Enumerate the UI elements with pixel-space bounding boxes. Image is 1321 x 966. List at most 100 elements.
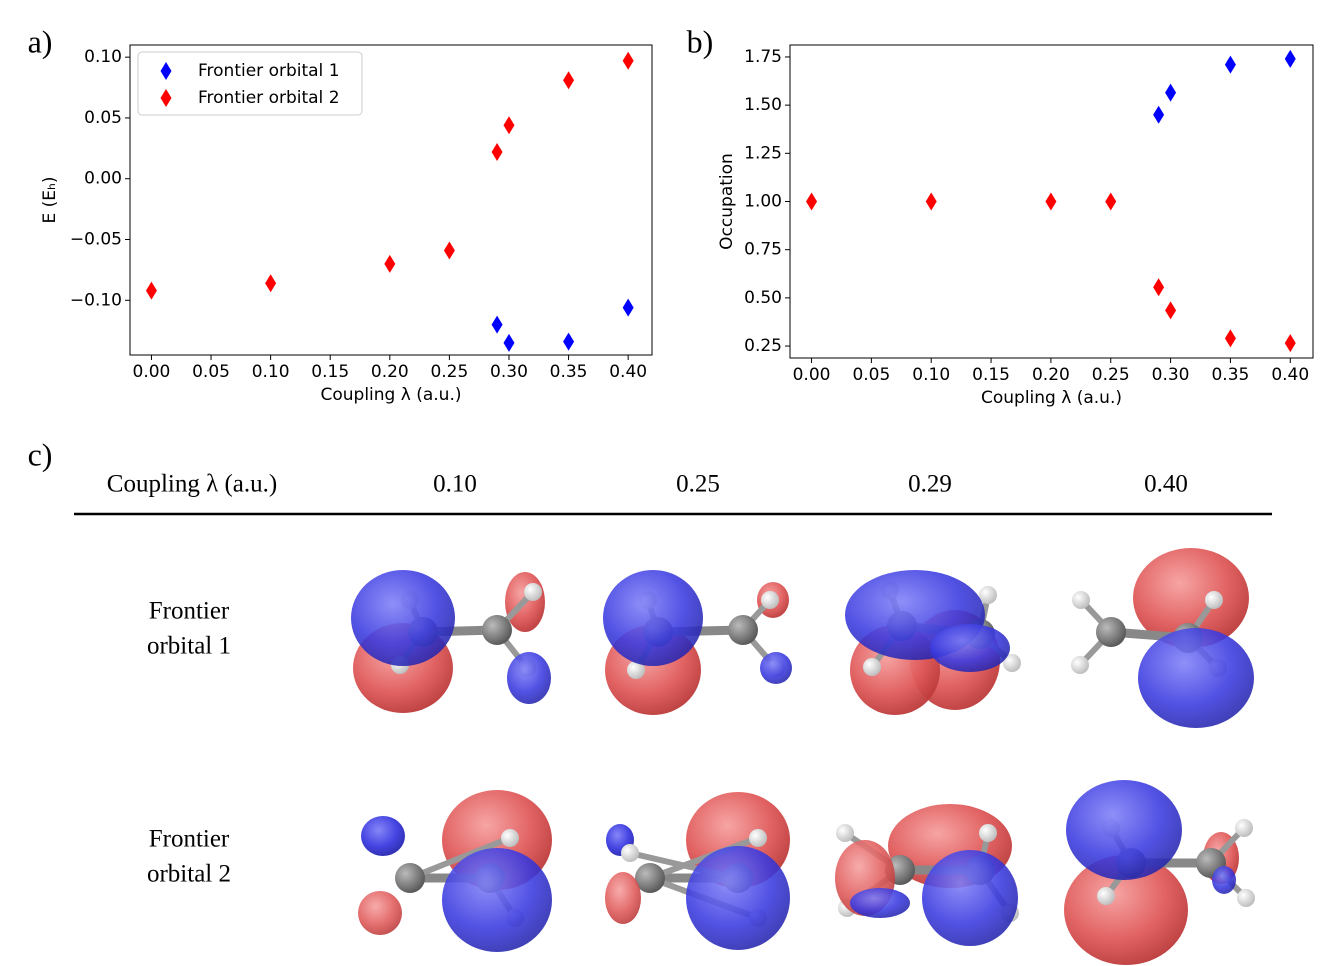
- y-tick-label: 0.25: [744, 336, 782, 356]
- y-tick-label: 1.25: [744, 143, 782, 163]
- marker: [503, 116, 515, 135]
- orbital-lobe: [605, 872, 641, 924]
- hydrogen-atom: [1097, 887, 1115, 905]
- hydrogen-atom: [863, 658, 881, 676]
- hydrogen-atom: [1235, 819, 1253, 837]
- marker: [1153, 278, 1165, 297]
- y-tick-label: 0.50: [744, 288, 782, 308]
- chart: 0.00 0.05 0.10 0.15 0.20 0.25 0.30 0.35 0.40 0.25…: [687, 23, 1314, 408]
- hydrogen-atom: [1003, 654, 1021, 672]
- y-tick-label: 0.10: [84, 47, 122, 67]
- hydrogen-atom: [627, 661, 645, 679]
- y-tick-label: 0.00: [84, 169, 122, 189]
- hydrogen-atom: [979, 586, 997, 604]
- hydrogen-atom: [836, 824, 854, 842]
- x-tick-label: 0.20: [371, 362, 409, 382]
- marker: [1153, 105, 1165, 124]
- column-label: 0.29: [908, 471, 952, 498]
- marker: [384, 254, 396, 273]
- hydrogen-atom: [621, 844, 639, 862]
- marker: [443, 241, 455, 260]
- x-tick-label: 0.20: [1032, 365, 1070, 385]
- marker: [1105, 192, 1117, 211]
- x-tick-label: 0.30: [1152, 365, 1190, 385]
- x-axis-label: Coupling λ (a.u.): [321, 385, 462, 405]
- y-tick-label: 1.75: [744, 47, 782, 67]
- marker: [622, 51, 634, 70]
- marker: [1045, 192, 1057, 211]
- orbital-lobe: [442, 848, 552, 952]
- orbital-lobe: [1133, 548, 1249, 648]
- hydrogen-atom: [749, 829, 767, 847]
- x-tick-label: 0.15: [311, 362, 349, 382]
- x-tick-label: 0.10: [912, 365, 950, 385]
- orbital-lobe: [930, 624, 1010, 672]
- marker: [563, 71, 575, 90]
- marker: [1165, 83, 1177, 102]
- legend-label: Frontier orbital 2: [198, 88, 340, 108]
- marker: [503, 333, 515, 352]
- x-tick-label: 0.10: [252, 362, 290, 382]
- marker: [622, 298, 634, 317]
- carbon-atom: [1096, 617, 1126, 647]
- marker: [563, 332, 575, 351]
- bond: [408, 835, 512, 881]
- marker: [1224, 55, 1236, 74]
- orbital-lobe: [351, 570, 455, 666]
- hydrogen-atom: [1205, 591, 1223, 609]
- x-tick-label: 0.35: [1211, 365, 1249, 385]
- marker: [806, 192, 818, 211]
- marker: [491, 315, 503, 334]
- x-tick-label: 0.00: [133, 362, 171, 382]
- marker: [1165, 301, 1177, 320]
- orbital-lobe: [1212, 866, 1236, 894]
- panel-label: c): [28, 436, 53, 472]
- x-tick-label: 0.05: [192, 362, 230, 382]
- legend-label: Frontier orbital 1: [198, 61, 340, 81]
- x-tick-label: 0.40: [609, 362, 647, 382]
- orbital-lobe: [760, 652, 792, 684]
- orbital-lobe: [1066, 780, 1182, 880]
- orbital-lobe: [1138, 628, 1254, 728]
- bond: [648, 835, 760, 881]
- y-tick-label: 0.05: [84, 108, 122, 128]
- carbon-atom: [482, 615, 512, 645]
- hydrogen-atom: [1237, 889, 1255, 907]
- y-tick-label: −0.05: [70, 230, 122, 250]
- orbital-lobe: [1064, 855, 1188, 965]
- y-axis-label: E (Eₕ): [40, 176, 60, 223]
- legend-marker: [160, 89, 172, 107]
- y-tick-label: −0.10: [70, 290, 122, 310]
- x-tick-label: 0.35: [550, 362, 588, 382]
- column-label: 0.40: [1144, 471, 1188, 498]
- x-axis-label: Coupling λ (a.u.): [981, 388, 1122, 408]
- x-tick-label: 0.05: [852, 365, 890, 385]
- row-label: Frontier: [149, 598, 230, 625]
- hydrogen-atom: [501, 829, 519, 847]
- orbital-lobe: [603, 570, 703, 666]
- orbital-lobe: [922, 850, 1018, 946]
- carbon-atom: [635, 863, 665, 893]
- marker: [1224, 329, 1236, 348]
- marker: [491, 142, 503, 161]
- panel-label: b): [687, 23, 714, 59]
- hydrogen-atom: [761, 591, 779, 609]
- orbital-lobe: [361, 816, 405, 856]
- x-tick-label: 0.30: [490, 362, 528, 382]
- legend-box: [137, 51, 363, 116]
- orbital-lobe: [686, 846, 790, 950]
- carbon-atom: [728, 615, 758, 645]
- column-label: 0.10: [433, 471, 477, 498]
- marker: [925, 192, 937, 211]
- plot-frame: [129, 44, 653, 356]
- x-tick-label: 0.00: [793, 365, 831, 385]
- row-label: orbital 1: [147, 633, 231, 660]
- hydrogen-atom: [1071, 656, 1089, 674]
- y-tick-label: 1.00: [744, 192, 782, 212]
- y-axis-label: Occupation: [717, 153, 737, 250]
- marker: [1284, 49, 1296, 68]
- orbital-lobe: [358, 891, 402, 935]
- x-tick-label: 0.25: [430, 362, 468, 382]
- marker: [145, 281, 157, 300]
